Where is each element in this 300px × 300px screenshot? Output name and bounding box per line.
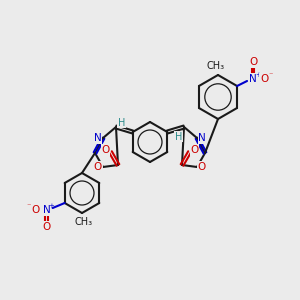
Text: ⁻: ⁻ — [269, 70, 273, 80]
Text: O: O — [190, 145, 199, 155]
Text: O: O — [260, 74, 268, 84]
Text: N: N — [94, 133, 102, 143]
Text: O: O — [94, 162, 102, 172]
Text: O: O — [43, 222, 51, 232]
Text: H: H — [175, 131, 182, 142]
Text: +: + — [49, 203, 55, 209]
Text: O: O — [101, 145, 110, 155]
Text: N: N — [43, 205, 51, 215]
Text: +: + — [255, 72, 261, 78]
Text: O: O — [198, 162, 206, 172]
Text: O: O — [32, 205, 40, 215]
Text: ⁻: ⁻ — [26, 202, 31, 211]
Text: H: H — [118, 118, 125, 128]
Text: N: N — [198, 133, 206, 143]
Text: CH₃: CH₃ — [207, 61, 225, 71]
Text: CH₃: CH₃ — [75, 217, 93, 227]
Text: N: N — [249, 74, 257, 84]
Text: O: O — [249, 57, 257, 67]
